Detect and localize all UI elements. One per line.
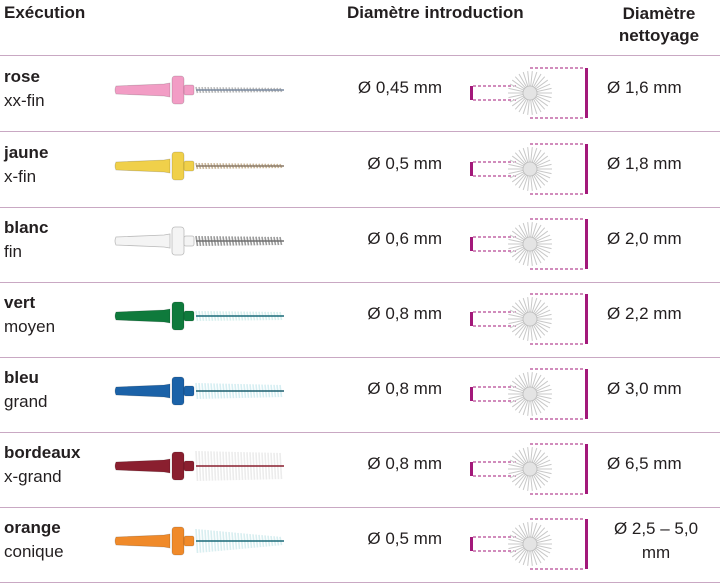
row-size: grand [4, 392, 48, 411]
row-separator [0, 282, 720, 283]
row-size: x-grand [4, 467, 62, 486]
diameter-diagram-icon [470, 218, 588, 270]
brush-blue-icon [114, 376, 284, 406]
row-size: moyen [4, 317, 56, 336]
clean-diameter: Ø 6,5 mm [607, 454, 682, 473]
table-row: bleu grand Ø 0,8 mm Ø 3,0 mm [0, 357, 720, 432]
intro-diameter: Ø 0,45 mm [357, 78, 442, 97]
table-row: bordeaux x-grand Ø 0,8 mm Ø 6,5 mm [0, 432, 720, 507]
diameter-diagram-icon [470, 293, 588, 345]
intro-diameter: Ø 0,8 mm [367, 379, 442, 398]
row-separator [0, 357, 720, 358]
table-row: jaune x-fin Ø 0,5 mm Ø 1,8 mm [0, 132, 720, 207]
intro-diameter: Ø 0,8 mm [367, 454, 442, 473]
row-name: bordeaux [4, 443, 81, 462]
clean-diameter: Ø 1,6 mm [607, 78, 682, 97]
row-separator [0, 432, 720, 433]
table-row: rose xx-fin Ø 0,45 mm Ø 1,6 mm [0, 56, 720, 131]
clean-diameter: Ø 2,5 – 5,0 mm [613, 519, 699, 562]
diameter-diagram-icon [470, 143, 588, 195]
brush-yellow-icon [114, 151, 284, 181]
column-header-introduction: Diamètre introduction [347, 3, 524, 22]
row-size: conique [4, 542, 64, 561]
row-name: jaune [4, 143, 49, 162]
brush-green-icon [114, 301, 284, 331]
table-row: orange conique Ø 0,5 mm Ø 2,5 – 5,0 mm [0, 507, 720, 582]
clean-diameter: Ø 2,2 mm [607, 304, 682, 323]
row-name: rose [4, 67, 40, 86]
intro-diameter: Ø 0,5 mm [367, 529, 442, 548]
column-header-nettoyage-line2: nettoyage [618, 26, 700, 45]
row-name: bleu [4, 368, 39, 387]
table-header: Exécution Diamètre introduction Diamètre… [0, 0, 720, 56]
row-separator [0, 131, 720, 132]
row-separator [0, 207, 720, 208]
row-size: xx-fin [4, 91, 45, 110]
brush-orange-icon [114, 526, 284, 556]
brush-pink-icon [114, 75, 284, 105]
column-header-nettoyage-line1: Diamètre [622, 4, 696, 23]
intro-diameter: Ø 0,5 mm [367, 154, 442, 173]
diameter-diagram-icon [470, 368, 588, 420]
row-size: x-fin [4, 167, 37, 186]
diameter-diagram-icon [470, 67, 588, 119]
clean-diameter: Ø 2,0 mm [607, 229, 682, 248]
diameter-diagram-icon [470, 518, 588, 570]
diameter-diagram-icon [470, 443, 588, 495]
row-name: orange [4, 518, 61, 537]
table-row: vert moyen Ø 0,8 mm Ø 2,2 mm [0, 282, 720, 357]
brush-white-icon [114, 226, 284, 256]
table-row: blanc fin Ø 0,6 mm Ø 2,0 mm [0, 207, 720, 282]
row-size: fin [4, 242, 22, 261]
row-separator [0, 507, 720, 508]
clean-diameter: Ø 3,0 mm [607, 379, 682, 398]
brush-bordeaux-icon [114, 450, 284, 482]
clean-diameter: Ø 1,8 mm [607, 154, 682, 173]
column-header-execution: Exécution [4, 3, 86, 22]
row-separator [0, 55, 720, 56]
column-header-nettoyage: Diamètre nettoyage [609, 3, 709, 47]
row-name: vert [4, 293, 36, 312]
intro-diameter: Ø 0,8 mm [367, 304, 442, 323]
row-name: blanc [4, 218, 49, 237]
intro-diameter: Ø 0,6 mm [367, 229, 442, 248]
